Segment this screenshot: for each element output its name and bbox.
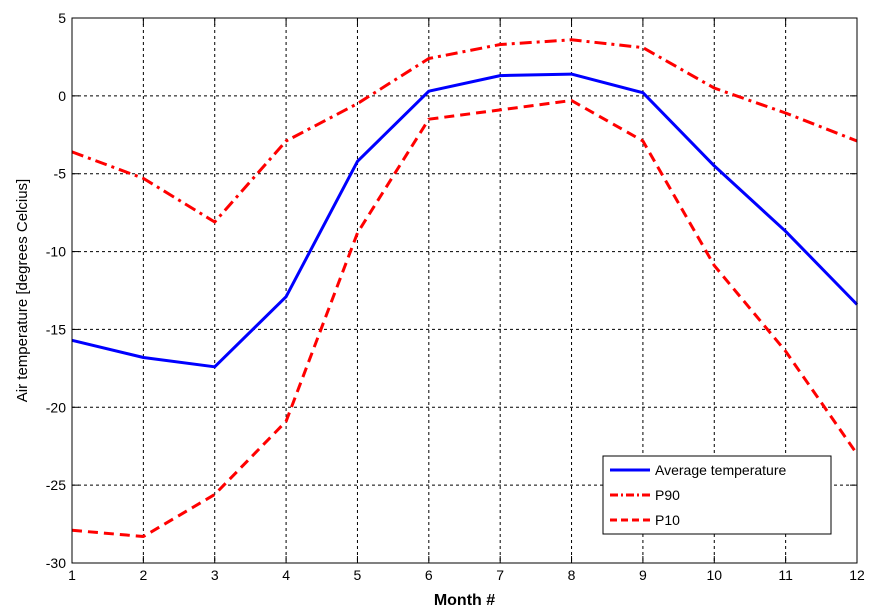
x-tick-label: 5 — [354, 567, 362, 583]
legend-label: P90 — [655, 487, 680, 503]
x-tick-label: 8 — [568, 567, 576, 583]
y-tick-label: -15 — [46, 321, 66, 337]
legend: Average temperature P90 P10 — [602, 455, 832, 535]
x-axis-label: Month # — [434, 592, 495, 609]
x-tick-label: 11 — [778, 567, 793, 583]
tick-labels: 1 2 3 4 5 6 7 8 9 10 11 12-30-25-20-15-10-505 — [46, 10, 865, 583]
y-tick-label: 0 — [58, 88, 66, 104]
x-tick-label: 2 — [139, 567, 147, 583]
series-line-p10 — [71, 99, 859, 538]
series-line-average-temperature — [71, 72, 859, 369]
legend-label: Average temperature — [655, 462, 786, 478]
series-group — [71, 38, 859, 538]
x-tick-label: 3 — [211, 567, 219, 583]
y-tick-label: 5 — [58, 10, 66, 26]
x-tick-label: 1 — [68, 567, 76, 583]
legend-label: P10 — [655, 512, 680, 528]
x-tick-label: 6 — [425, 567, 433, 583]
y-axis-label: Air temperature [degrees Celcius] — [14, 179, 31, 402]
x-tick-label: 7 — [496, 567, 504, 583]
plot-frame — [71, 17, 858, 564]
series-line-p90 — [71, 38, 858, 224]
x-tick-label: 12 — [849, 567, 865, 583]
y-tick-label: -10 — [46, 244, 66, 260]
x-tick-label: 10 — [706, 567, 722, 583]
y-tick-label: -5 — [54, 166, 67, 182]
y-tick-label: -30 — [46, 555, 66, 571]
x-tick-label: 9 — [639, 567, 647, 583]
y-tick-label: -20 — [46, 399, 66, 415]
y-tick-label: -25 — [46, 477, 66, 493]
axis-ticks — [71, 17, 858, 564]
x-tick-label: 4 — [282, 567, 290, 583]
